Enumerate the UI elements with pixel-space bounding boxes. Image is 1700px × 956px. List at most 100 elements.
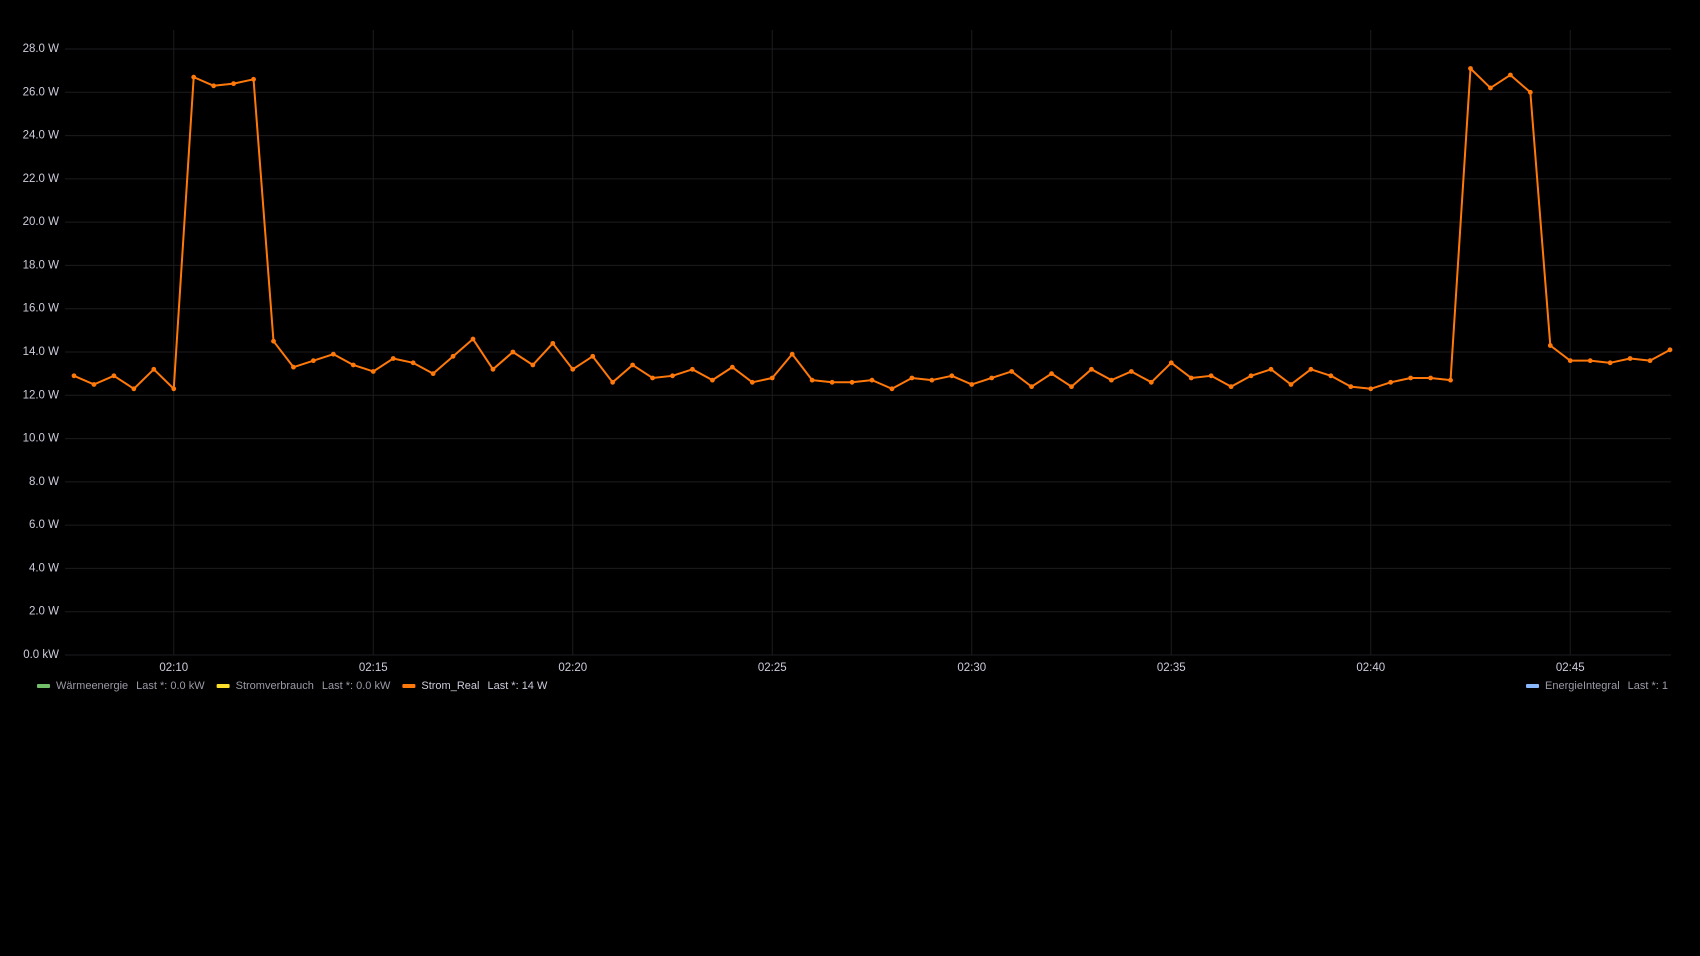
legend-item: Strom_Real Last *: 14 W bbox=[402, 680, 548, 692]
data-point bbox=[470, 336, 476, 342]
data-point bbox=[1188, 375, 1194, 381]
data-point bbox=[131, 386, 137, 392]
data-point bbox=[291, 364, 296, 370]
data-point bbox=[1128, 369, 1134, 374]
data-point bbox=[1109, 377, 1114, 383]
data-point bbox=[1527, 89, 1533, 95]
data-point bbox=[1228, 384, 1234, 390]
data-point bbox=[71, 373, 77, 379]
data-point bbox=[550, 340, 556, 346]
data-point bbox=[510, 349, 516, 355]
y-tick-label: 24.0 W bbox=[23, 130, 60, 142]
y-tick-label: 20.0 W bbox=[23, 216, 60, 228]
data-point bbox=[789, 351, 795, 357]
data-point bbox=[1448, 377, 1453, 383]
data-point bbox=[1587, 358, 1593, 364]
legend-name: EnergieIntegral bbox=[1545, 680, 1620, 692]
data-point bbox=[909, 375, 915, 381]
legend-value: Last *: 0.0 kW bbox=[322, 680, 391, 692]
y-tick-label: 16.0 W bbox=[23, 303, 60, 315]
x-tick-label: 02:40 bbox=[1356, 662, 1385, 674]
data-point bbox=[989, 375, 995, 381]
data-point bbox=[271, 338, 276, 344]
series-line bbox=[73, 67, 1671, 390]
data-point bbox=[1089, 366, 1094, 372]
y-tick-label: 18.0 W bbox=[23, 259, 60, 271]
y-tick-label: 28.0 W bbox=[23, 43, 60, 55]
data-point bbox=[251, 76, 256, 82]
y-tick-label: 2.0 W bbox=[29, 606, 59, 618]
data-point bbox=[191, 74, 197, 80]
data-point bbox=[929, 377, 935, 383]
data-point bbox=[1368, 386, 1374, 392]
data-point bbox=[330, 351, 336, 357]
data-point bbox=[490, 366, 496, 372]
data-point bbox=[570, 366, 576, 372]
data-point bbox=[1647, 358, 1653, 364]
data-point bbox=[430, 371, 436, 377]
x-tick-label: 02:20 bbox=[558, 662, 587, 674]
data-point bbox=[1348, 384, 1354, 390]
data-point bbox=[729, 364, 735, 370]
data-point bbox=[1488, 85, 1493, 91]
data-point bbox=[151, 366, 157, 372]
data-point bbox=[390, 356, 396, 361]
data-point bbox=[410, 360, 416, 366]
legend-value: Last *: 0.0 kW bbox=[136, 680, 205, 692]
data-point bbox=[1468, 66, 1473, 71]
y-tick-label: 14.0 W bbox=[23, 346, 60, 358]
data-point bbox=[1567, 358, 1573, 364]
x-tick-label: 02:25 bbox=[758, 662, 787, 674]
x-tick-label: 02:10 bbox=[159, 662, 188, 674]
data-point bbox=[1208, 373, 1214, 379]
legend-swatch bbox=[37, 684, 50, 688]
legend-value: Last *: 1 bbox=[1628, 680, 1668, 692]
data-point bbox=[1328, 373, 1334, 379]
data-point bbox=[1248, 373, 1254, 379]
y-tick-label: 0.0 kW bbox=[23, 649, 59, 661]
data-point bbox=[969, 382, 975, 387]
data-point bbox=[231, 81, 237, 87]
data-point bbox=[1408, 375, 1414, 381]
data-point bbox=[1009, 369, 1015, 374]
data-point bbox=[630, 362, 635, 368]
data-point bbox=[849, 379, 855, 385]
data-point bbox=[1388, 379, 1394, 385]
data-point bbox=[809, 377, 815, 383]
data-point bbox=[650, 375, 655, 381]
data-point bbox=[450, 353, 456, 359]
data-point bbox=[769, 375, 775, 381]
data-point bbox=[111, 373, 117, 379]
data-point bbox=[1288, 382, 1294, 387]
data-point bbox=[829, 379, 835, 385]
data-point bbox=[1029, 384, 1034, 390]
legend-name: Strom_Real bbox=[421, 680, 479, 692]
legend-swatch bbox=[1526, 684, 1540, 688]
data-point bbox=[1049, 371, 1054, 377]
data-point bbox=[1627, 356, 1633, 361]
legend-swatch bbox=[216, 684, 230, 688]
data-point bbox=[171, 386, 177, 392]
data-point bbox=[370, 369, 376, 374]
data-point bbox=[889, 386, 895, 392]
y-tick-label: 26.0 W bbox=[23, 86, 60, 98]
data-point bbox=[670, 373, 675, 379]
data-point bbox=[610, 379, 616, 385]
y-tick-label: 6.0 W bbox=[29, 519, 59, 531]
data-point bbox=[350, 362, 356, 368]
y-tick-label: 22.0 W bbox=[23, 173, 60, 185]
legend-name: Stromverbrauch bbox=[236, 680, 314, 692]
data-point bbox=[1508, 72, 1513, 78]
data-point bbox=[949, 373, 955, 379]
data-point bbox=[1428, 375, 1433, 381]
legend-swatch bbox=[402, 684, 416, 688]
legend-item: Stromverbrauch Last *: 0.0 kW bbox=[216, 680, 391, 692]
x-tick-label: 02:35 bbox=[1157, 662, 1186, 674]
data-point bbox=[1268, 366, 1274, 372]
data-point bbox=[1168, 360, 1174, 366]
data-point bbox=[869, 377, 875, 383]
data-point bbox=[1547, 343, 1553, 348]
y-tick-label: 8.0 W bbox=[29, 476, 59, 488]
